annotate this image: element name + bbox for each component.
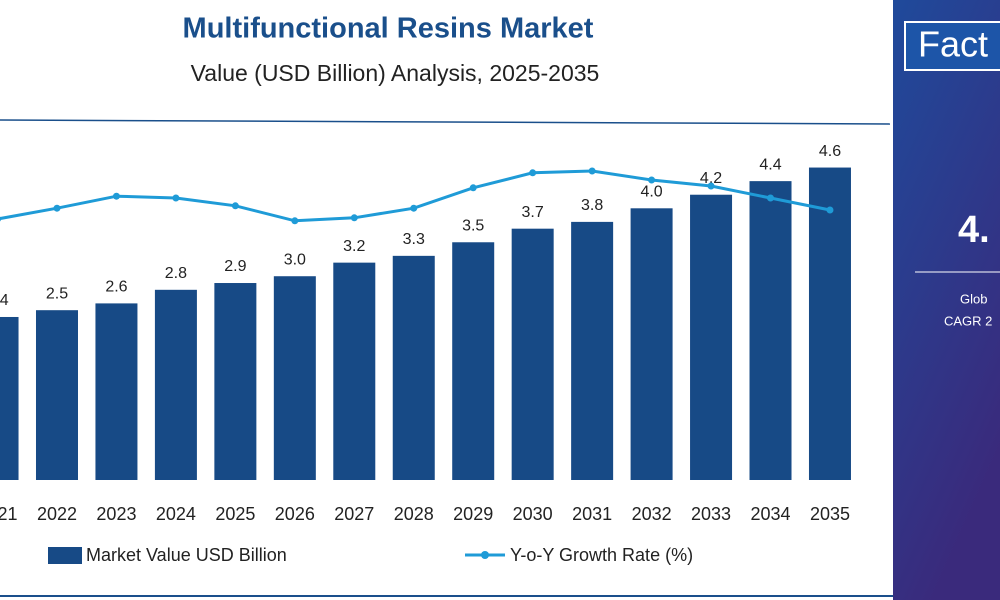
value-label: 4.4 xyxy=(759,156,781,173)
x-tick-label: 2030 xyxy=(513,504,553,524)
logo-text: Fact xyxy=(918,24,988,65)
cagr-label: Glob xyxy=(960,291,987,306)
line-point xyxy=(767,194,775,202)
value-label: 2.5 xyxy=(46,285,68,302)
value-label: 4.6 xyxy=(819,143,841,160)
value-label: 3.8 xyxy=(581,197,603,214)
chart-subtitle: Value (USD Billion) Analysis, 2025-2035 xyxy=(191,60,600,86)
side-panel xyxy=(893,0,1000,600)
bar xyxy=(630,208,673,480)
line-point xyxy=(231,202,239,210)
x-tick-label: 2022 xyxy=(37,504,77,524)
line-point xyxy=(112,192,120,200)
value-label: 3.2 xyxy=(343,238,365,255)
bar xyxy=(214,283,257,480)
x-tick-label: 2023 xyxy=(96,504,136,524)
bar xyxy=(95,303,138,480)
line-point xyxy=(648,176,656,184)
x-tick-label: 2025 xyxy=(215,504,255,524)
x-tick-label: 2021 xyxy=(0,504,18,524)
value-label: 3.5 xyxy=(462,217,484,234)
line-point xyxy=(588,167,596,175)
legend-swatch xyxy=(481,551,489,559)
bar xyxy=(749,181,792,480)
x-tick-label: 2031 xyxy=(572,504,612,524)
bar xyxy=(690,194,733,480)
x-tick-label: 2029 xyxy=(453,504,493,524)
line-point xyxy=(707,182,715,190)
line-point xyxy=(826,206,834,214)
line-point xyxy=(410,204,418,212)
line-point xyxy=(529,169,537,177)
line-point xyxy=(291,217,299,225)
value-label: 2.4 xyxy=(0,292,9,309)
chart-title: Multifunctional Resins Market xyxy=(183,13,594,45)
line-point xyxy=(469,184,477,192)
line-point xyxy=(53,204,61,212)
value-label: 4.0 xyxy=(640,184,662,201)
bar xyxy=(35,310,78,480)
bar xyxy=(154,289,197,480)
x-tick-label: 2027 xyxy=(334,504,374,524)
x-tick-label: 2028 xyxy=(394,504,434,524)
line-point xyxy=(172,194,180,202)
bar xyxy=(392,255,435,480)
value-label: 3.3 xyxy=(403,231,425,248)
x-tick-label: 2024 xyxy=(156,504,196,524)
x-tick-label: 2035 xyxy=(810,504,850,524)
line-point xyxy=(0,216,2,222)
x-tick-label: 2033 xyxy=(691,504,731,524)
legend-label: Market Value USD Billion xyxy=(86,545,287,565)
bar xyxy=(571,221,614,481)
cagr-value: 4. xyxy=(958,209,990,251)
legend-label: Y-o-Y Growth Rate (%) xyxy=(510,545,693,565)
bar xyxy=(273,276,316,480)
bar xyxy=(333,262,376,480)
header-rule xyxy=(0,119,891,125)
x-tick-label: 2026 xyxy=(275,504,315,524)
bar xyxy=(0,316,19,480)
value-label: 3.7 xyxy=(522,204,544,221)
bar xyxy=(452,242,495,480)
logo-box xyxy=(904,21,1000,71)
x-tick-label: 2032 xyxy=(632,504,672,524)
value-label: 2.6 xyxy=(105,279,127,296)
value-label: 2.8 xyxy=(165,265,187,282)
value-label: 3.0 xyxy=(284,251,306,268)
x-tick-label: 2034 xyxy=(750,504,790,524)
bar xyxy=(511,228,554,480)
legend-swatch xyxy=(48,547,82,564)
value-label: 2.9 xyxy=(224,258,246,275)
cagr-label: CAGR 2 xyxy=(944,313,992,328)
value-label: 4.2 xyxy=(700,170,722,187)
bar xyxy=(808,167,851,480)
line-point xyxy=(350,214,358,222)
